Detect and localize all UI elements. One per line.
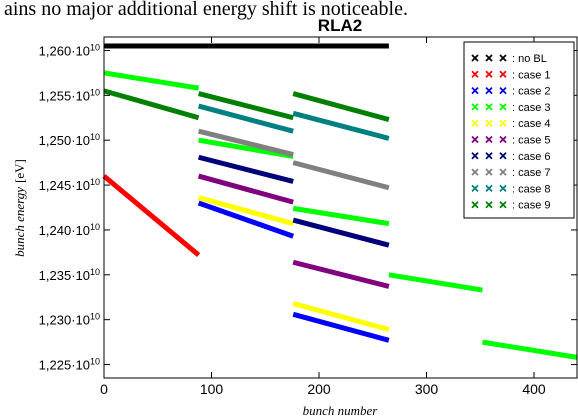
series-4-segment-0 <box>197 195 294 227</box>
legend-marker-7-0-b <box>471 168 479 176</box>
legend-marker-0-2-b <box>499 54 507 62</box>
legend-marker-4-1-b <box>485 119 493 127</box>
legend-label-9: : case 9 <box>512 200 551 212</box>
plot-layer <box>102 43 578 360</box>
legend-marker-1-1-b <box>485 70 493 78</box>
x-axis-label: bunch number <box>303 403 379 416</box>
series-2-segment-0 <box>197 200 295 239</box>
legend-marker-8-2-b <box>499 184 507 193</box>
legend-marker-1-0-b <box>471 70 479 78</box>
x-tick-label-2: 200 <box>307 381 331 397</box>
y-axis-label: bunch energy [eV] <box>12 159 27 257</box>
legend-marker-0-0-b <box>471 54 479 62</box>
legend-marker-0-1-b <box>485 54 493 62</box>
x-tick-label-3: 300 <box>415 381 439 397</box>
legend-marker-9-0-b <box>471 201 479 209</box>
legend-marker-5-2-b <box>499 135 507 144</box>
legend-item-0: : no BL <box>471 53 547 65</box>
legend-marker-5-0-b <box>471 135 479 144</box>
series-7-segment-0 <box>198 128 294 157</box>
legend: : no BL : case 1 : case 2 : case 3 : case 4:… <box>463 41 575 219</box>
legend-marker-6-2-b <box>499 152 507 160</box>
y-tick-label-3: 1,240·1010 <box>39 222 100 238</box>
series-1-segment-0 <box>102 174 201 257</box>
y-tick-label-6: 1,255·1010 <box>39 87 100 103</box>
legend-marker-1-2-b <box>499 70 507 78</box>
chart-title: RLA2 <box>318 16 362 35</box>
series-5-segment-0 <box>197 173 294 205</box>
series-5-segment-1 <box>292 259 390 289</box>
legend-marker-8-0-b <box>471 184 479 193</box>
legend-marker-2-2-b <box>499 86 507 95</box>
series-6-segment-0 <box>197 154 294 184</box>
y-axis-label-main: bunch energy <box>12 187 27 257</box>
legend-label-6: : case 6 <box>512 151 551 163</box>
legend-item-2: : case 2 <box>471 86 551 98</box>
x-tick-label-4: 400 <box>522 381 546 397</box>
legend-item-7: : case 7 <box>471 167 551 179</box>
series-3-segment-0 <box>103 70 199 91</box>
legend-marker-7-1-b <box>485 168 493 176</box>
series-8-segment-0 <box>197 103 294 134</box>
legend-marker-3-2-b <box>499 103 507 111</box>
series-7-segment-1 <box>292 160 390 191</box>
series-9-segment-2 <box>292 91 390 122</box>
x-tick-label-1: 100 <box>200 381 224 397</box>
series-8-segment-1 <box>292 110 390 141</box>
legend-label-8: : case 8 <box>512 183 551 195</box>
legend-marker-4-2-b <box>499 119 507 127</box>
legend-item-5: : case 5 <box>471 135 551 147</box>
y-tick-label-1: 1,230·1010 <box>39 312 100 328</box>
legend-item-9: : case 9 <box>471 200 551 212</box>
header-text: ains no major additional energy shift is… <box>4 0 408 20</box>
x-tick-label-0: 0 <box>100 381 108 397</box>
legend-item-3: : case 3 <box>471 102 551 114</box>
legend-marker-9-2-b <box>499 201 507 209</box>
y-tick-label-7: 1,260·1010 <box>39 42 100 58</box>
series-6-segment-1 <box>292 217 390 248</box>
series-2-segment-1 <box>292 311 390 343</box>
y-tick-label-5: 1,250·1010 <box>39 132 100 148</box>
legend-label-1: : case 1 <box>512 69 551 81</box>
series-3-segment-3 <box>388 272 483 293</box>
axis-layer: 0 100 200 300 400 1,225·1010 1,230·1010 1,235·1… <box>39 37 577 397</box>
series-3-segment-4 <box>482 339 578 360</box>
y-tick-label-4: 1,245·1010 <box>39 177 100 193</box>
legend-marker-2-0-b <box>471 86 479 95</box>
legend-box <box>463 41 575 219</box>
legend-marker-5-1-b <box>485 135 493 144</box>
series-3-segment-1 <box>198 137 294 159</box>
y-tick-label-2: 1,235·1010 <box>39 267 100 283</box>
legend-label-7: : case 7 <box>512 167 551 179</box>
legend-marker-3-1-b <box>485 103 493 111</box>
legend-item-6: : case 6 <box>471 151 551 163</box>
legend-label-5: : case 5 <box>512 135 551 147</box>
series-9-segment-0 <box>103 88 200 121</box>
legend-marker-6-1-b <box>485 152 493 160</box>
y-axis-label-unit: [eV] <box>12 159 27 183</box>
legend-marker-2-1-b <box>485 86 493 95</box>
legend-label-3: : case 3 <box>512 102 551 114</box>
series-3-segment-2 <box>292 205 390 227</box>
series-4-segment-1 <box>292 301 390 332</box>
legend-marker-3-0-b <box>471 103 479 111</box>
y-tick-label-0: 1,225·1010 <box>39 357 100 373</box>
legend-item-4: : case 4 <box>471 118 551 130</box>
legend-marker-8-1-b <box>485 184 493 193</box>
legend-label-4: : case 4 <box>512 118 551 130</box>
legend-marker-9-1-b <box>485 201 493 209</box>
legend-label-0: : no BL <box>512 53 547 65</box>
legend-marker-7-2-b <box>499 168 507 176</box>
legend-marker-6-0-b <box>471 152 479 160</box>
legend-marker-4-0-b <box>471 119 479 127</box>
plot-frame <box>103 36 578 379</box>
series-9-segment-1 <box>197 91 294 121</box>
legend-item-8: : case 8 <box>471 183 551 195</box>
legend-item-1: : case 1 <box>471 69 551 81</box>
legend-label-2: : case 2 <box>512 86 551 98</box>
